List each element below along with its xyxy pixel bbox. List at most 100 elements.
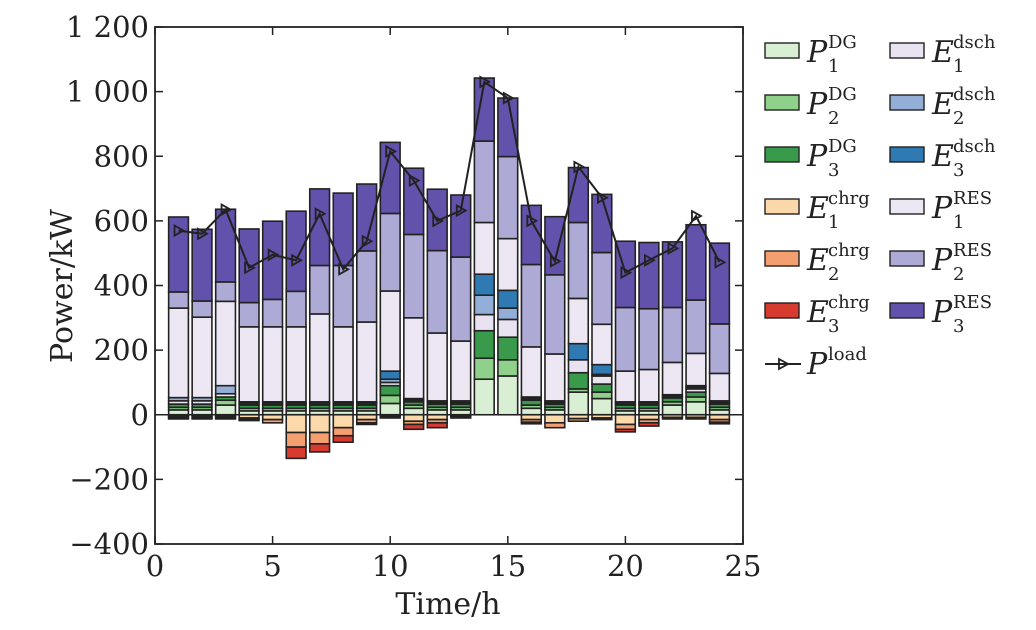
bar-P2RES-t10 (379, 212, 401, 292)
x-tick-label: 5 (263, 549, 281, 583)
legend-swatch-P3RES (889, 302, 925, 319)
bar-P3RES-t10 (379, 141, 401, 215)
load-marker (691, 209, 703, 223)
legend-sup-E2dsch: dsch (953, 84, 996, 105)
legend-sub-P3DG: 3 (828, 160, 839, 181)
load-marker (385, 144, 398, 158)
bar-P2RES-t13 (450, 256, 472, 342)
legend-label-E2dsch: E (931, 87, 954, 122)
load-marker (244, 261, 256, 275)
bar-E3chrg-t4 (238, 418, 260, 422)
bar-P2RES-t19 (591, 251, 613, 326)
bar-P3RES-t5 (261, 220, 284, 301)
legend-label-E3chrg: E (806, 295, 829, 330)
bar-P1RES-t5 (261, 326, 284, 403)
legend-sub-P1RES: 1 (953, 212, 964, 233)
bar-E3chrg-t2 (191, 417, 213, 420)
y-tick-label: 1 200 (66, 10, 149, 44)
legend-sup-P2RES: RES (953, 240, 992, 261)
x-tick-label: 20 (607, 549, 644, 583)
bar-E1chrg-t20 (614, 413, 637, 426)
bar-P3RES-t23 (685, 223, 707, 301)
x-tick-label: 10 (372, 549, 409, 583)
load-marker (644, 253, 656, 267)
bar-P2DG-t19 (591, 391, 613, 400)
bar-P3RES-t9 (355, 183, 378, 252)
legend-swatch-P1RES (889, 198, 925, 215)
bar-P3RES-t19 (591, 193, 613, 254)
load-marker (455, 204, 468, 218)
x-tick-label: 0 (146, 549, 164, 583)
ticks-layer: −400 −200 0 200 400 600 800 1 000 1 200 0 5 10 15 20 2… (66, 10, 761, 583)
legend-label-E1dsch: E (931, 35, 954, 70)
y-tick-label: −400 (69, 527, 149, 561)
bar-P2RES-t4 (238, 301, 260, 328)
bar-E3chrg-t21 (638, 422, 660, 427)
bar-E1chrg-t17 (544, 413, 566, 424)
bar-P1DG-t19 (591, 397, 613, 416)
legend-sup-P3RES: RES (953, 292, 992, 313)
bar-E2chrg-t8 (332, 426, 354, 437)
load-marker (197, 227, 209, 241)
bar-E1chrg-t11 (403, 413, 425, 423)
bar-P1RES-t1 (167, 307, 190, 399)
bar-P1RES-t7 (308, 313, 331, 403)
legend-swatch-P3DG (764, 146, 800, 163)
bar-E2chrg-t19 (591, 417, 613, 421)
legend-label-E1chrg: E (806, 191, 829, 226)
bar-P2RES-t24 (708, 323, 731, 375)
bar-P2RES-t12 (426, 249, 448, 334)
bar-P3DG-t14 (473, 329, 495, 360)
bar-E2dsch-t14 (473, 294, 495, 316)
bar-E3chrg-t16 (520, 421, 543, 425)
bar-P3DG-t10 (379, 384, 401, 397)
bar-P2RES-t5 (261, 298, 284, 328)
bar-E3dsch-t15 (497, 289, 519, 309)
legend-swatch-P1DG (764, 42, 800, 59)
load-marker (220, 203, 233, 217)
bar-P1RES-t8 (332, 326, 354, 403)
load-marker (338, 262, 351, 276)
bar-E3chrg-t3 (214, 417, 237, 420)
bar-P3RES-t11 (403, 167, 425, 236)
bar-P1RES-t13 (450, 340, 472, 402)
bar-P2RES-t20 (614, 306, 637, 372)
legend-sup-E1chrg: chrg (828, 188, 870, 209)
legend-sup-P1RES: RES (953, 188, 992, 209)
load-marker (267, 248, 280, 262)
bar-P1DG-t3 (214, 404, 237, 416)
bar-E2chrg-t5 (261, 418, 284, 424)
load-marker (479, 75, 492, 89)
bar-P2RES-t8 (332, 264, 354, 328)
bar-E1dsch-t19 (591, 375, 613, 385)
bar-P3DG-t18 (567, 371, 590, 390)
load-marker (361, 234, 374, 248)
bar-P1RES-t24 (708, 372, 731, 402)
legend-sub-E2chrg: 2 (828, 264, 839, 285)
legend-sup-E2chrg: chrg (828, 240, 870, 261)
legend-sub-E1chrg: 1 (828, 212, 839, 233)
load-marker (291, 253, 303, 267)
bar-P1RES-t6 (285, 326, 307, 403)
bar-E2chrg-t23 (685, 416, 707, 420)
bar-E3chrg-t20 (614, 428, 637, 433)
legend-label-Pload: P (806, 347, 828, 382)
legend-label-E2chrg: E (806, 243, 829, 278)
bar-P2RES-t15 (497, 155, 519, 240)
bar-P2RES-t1 (167, 291, 190, 309)
x-tick-label: 25 (725, 549, 762, 583)
bar-E2dsch-t15 (497, 307, 519, 321)
bar-P1RES-t4 (238, 326, 260, 403)
bar-E2chrg-t13 (450, 415, 472, 419)
bar-P2RES-t2 (191, 300, 213, 318)
bar-E3chrg-t6 (285, 446, 307, 460)
bar-E1dsch-t14 (473, 313, 495, 332)
bar-P1RES-t2 (191, 316, 213, 399)
bar-E2chrg-t10 (379, 415, 401, 419)
bar-E2chrg-t7 (308, 431, 331, 445)
y-tick-label: −200 (69, 462, 149, 496)
bar-P2DG-t14 (473, 357, 495, 381)
legend-label-P3RES: P (931, 295, 953, 330)
